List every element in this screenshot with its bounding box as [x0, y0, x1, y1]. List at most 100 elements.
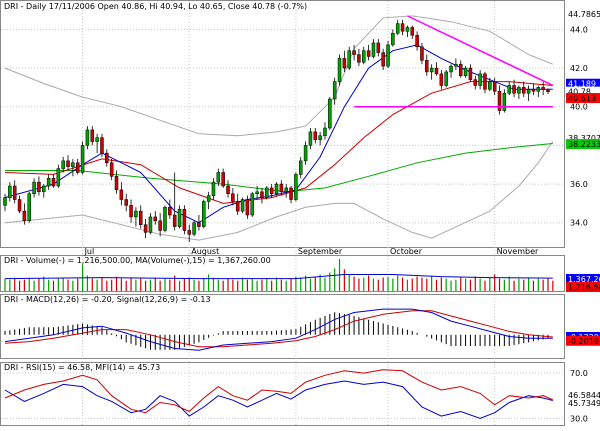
candle-body-69 — [337, 58, 342, 82]
candle-body-15 — [75, 162, 80, 173]
candle-body-71 — [347, 50, 351, 69]
candle-body-11 — [56, 168, 61, 187]
rsi-line — [4, 369, 553, 414]
candle-body-3 — [17, 199, 22, 212]
price-tick-label-5: 34.0 — [570, 219, 588, 228]
rsi-title: DRI - RSI(15) = 46.58, MFI(14) = 45.73 — [4, 363, 160, 372]
price-tag-3-label: 40.613 — [568, 94, 596, 103]
date-label-2: September — [298, 247, 343, 256]
candle-body-96 — [468, 67, 473, 80]
price-tag-2-bg — [566, 86, 600, 97]
rsi-tag-0-label: 46.5844 — [568, 391, 600, 400]
candle-body-44 — [216, 172, 221, 183]
candle-body-86 — [420, 46, 424, 61]
candle-body-8 — [42, 185, 46, 193]
price-tag-5: 38.2233 — [566, 139, 600, 150]
candle-body-107 — [522, 87, 526, 94]
candle-body-97 — [473, 79, 478, 86]
candle-body-17 — [85, 129, 90, 146]
date-label-0: Jul — [84, 247, 95, 256]
price-tag-0-bg — [566, 9, 600, 20]
candle-body-87 — [425, 60, 429, 73]
candle-body-21 — [105, 152, 109, 164]
candle-body-112 — [546, 89, 550, 92]
rsi-tick-label-1: 30.0 — [570, 414, 588, 423]
candle-body-22 — [109, 162, 114, 177]
candle-body-111 — [541, 87, 545, 90]
candle-body-64 — [313, 131, 318, 140]
trendline-0 — [407, 15, 554, 87]
candle-body-65 — [318, 135, 322, 140]
macd-panel — [0, 294, 565, 359]
candle-body-55 — [269, 187, 274, 194]
candle-body-106 — [517, 87, 521, 94]
candle-body-28 — [138, 210, 143, 225]
candle-body-82 — [400, 23, 405, 32]
ma-mid-line — [4, 81, 553, 204]
candle-body-60 — [294, 174, 298, 200]
bollinger-lower-line — [4, 141, 554, 241]
candle-body-105 — [512, 85, 516, 94]
candle-body-35 — [172, 214, 177, 227]
price-tag-4-label: 38.3707 — [568, 134, 600, 143]
candle-body-42 — [206, 195, 211, 202]
candle-body-0 — [3, 197, 7, 206]
candle-body-18 — [90, 129, 95, 142]
candle-body-32 — [158, 220, 162, 231]
rsi-tag-1-label: 45.7349 — [568, 399, 600, 408]
candle-body-74 — [362, 50, 366, 63]
candle-body-5 — [27, 193, 31, 222]
candle-body-81 — [395, 23, 400, 34]
candle-body-85 — [415, 34, 419, 48]
volume-tag-0: 1,367,26 — [566, 274, 600, 284]
candle-body-12 — [61, 160, 65, 169]
candle-body-36 — [177, 208, 182, 227]
candle-body-98 — [478, 73, 482, 86]
candles — [3, 19, 550, 243]
candle-body-78 — [381, 52, 385, 67]
candle-body-108 — [526, 89, 531, 94]
macd-signal-line — [4, 310, 553, 348]
price-tag-1-bg — [566, 78, 600, 89]
candle-body-84 — [410, 27, 415, 36]
candle-body-75 — [366, 50, 371, 57]
candle-body-95 — [463, 67, 468, 77]
candle-body-47 — [231, 193, 235, 202]
price-tag-1-label: 41.189 — [568, 80, 596, 89]
candle-body-26 — [129, 205, 133, 218]
candle-body-94 — [458, 63, 463, 77]
candle-body-77 — [376, 42, 381, 53]
candle-body-89 — [434, 67, 439, 75]
candle-body-9 — [46, 178, 51, 187]
macd-title: DRI - MACD(12,26) = -0.20, Signal(12,26,… — [4, 295, 211, 304]
candle-body-13 — [66, 160, 70, 167]
candle-body-16 — [80, 145, 85, 173]
candle-body-27 — [134, 210, 138, 218]
candle-body-62 — [303, 145, 308, 162]
candle-body-46 — [226, 185, 230, 194]
macd-lines: -0.132047-0.2019 — [4, 308, 600, 351]
candle-body-2 — [12, 185, 17, 200]
price-tick-label-4: 36.0 — [570, 180, 588, 189]
macd-tag-1: -0.2019 — [566, 335, 600, 346]
price-tag-0-label: 44.7865 — [568, 10, 600, 19]
candle-body-10 — [51, 178, 56, 187]
price-tag-5-bg — [566, 139, 600, 150]
candle-body-23 — [114, 176, 119, 191]
price-tag-2: 40.78 — [566, 86, 600, 97]
date-label-4: November — [497, 247, 539, 256]
candle-body-110 — [536, 87, 541, 92]
candle-body-61 — [298, 160, 303, 175]
candle-body-58 — [284, 187, 288, 193]
candle-body-72 — [352, 50, 356, 55]
volume-tag-1-bg — [566, 282, 600, 292]
volume-ma-line — [4, 274, 553, 280]
candle-body-49 — [240, 199, 245, 212]
candle-body-90 — [439, 73, 444, 86]
candle-body-39 — [192, 222, 196, 235]
price-tag-2-label: 40.78 — [568, 88, 591, 97]
candle-body-59 — [289, 187, 293, 200]
